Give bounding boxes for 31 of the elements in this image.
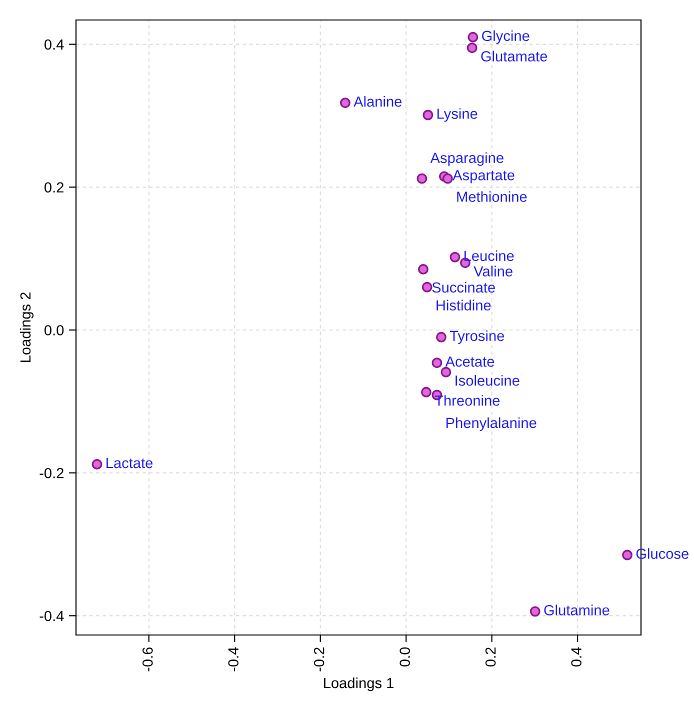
y-tick-label: 0.2 (44, 182, 64, 193)
y-tick-label: 0.4 (44, 39, 64, 50)
x-tick-label: -0.6 (142, 647, 153, 672)
annotation: Succinate (432, 282, 495, 293)
x-axis-title: Loadings 1 (324, 677, 394, 692)
x-tick-label: -0.2 (314, 648, 324, 672)
annotation: Threonine (434, 395, 500, 406)
annotation: Histidine (436, 300, 491, 310)
annotation: Phenylalanine (446, 417, 536, 431)
annotation: Glycine (482, 30, 530, 44)
annotation: Glutamine (544, 604, 610, 616)
x-tick-label: -0.4 (228, 647, 239, 672)
x-tick-label: 0.2 (485, 648, 496, 667)
x-tick-label: 0.0 (400, 647, 410, 667)
annotation: Leucine (464, 250, 514, 262)
x-tick-label: 0.4 (571, 647, 582, 667)
y-axis-title: Loadings 2 (20, 292, 34, 362)
annotation: Asparagine (430, 152, 504, 166)
annotation: Lysine (437, 108, 478, 122)
annotation: Isoleucine (456, 375, 520, 386)
y-tick-label: 0.0 (44, 325, 64, 336)
annotation: Alanine (354, 96, 402, 107)
annotation: Aspartate (452, 170, 514, 184)
annotation: Methionine (457, 191, 527, 202)
annotation: Tyrosine (450, 330, 504, 344)
annotation: Acetate (445, 356, 494, 367)
annotation: Valine (474, 266, 512, 276)
y-tick-label: -0.2 (40, 468, 64, 478)
annotation: Glutamate (481, 50, 548, 62)
y-tick-label: -0.4 (40, 610, 64, 622)
annotation: Lactate (106, 458, 153, 468)
